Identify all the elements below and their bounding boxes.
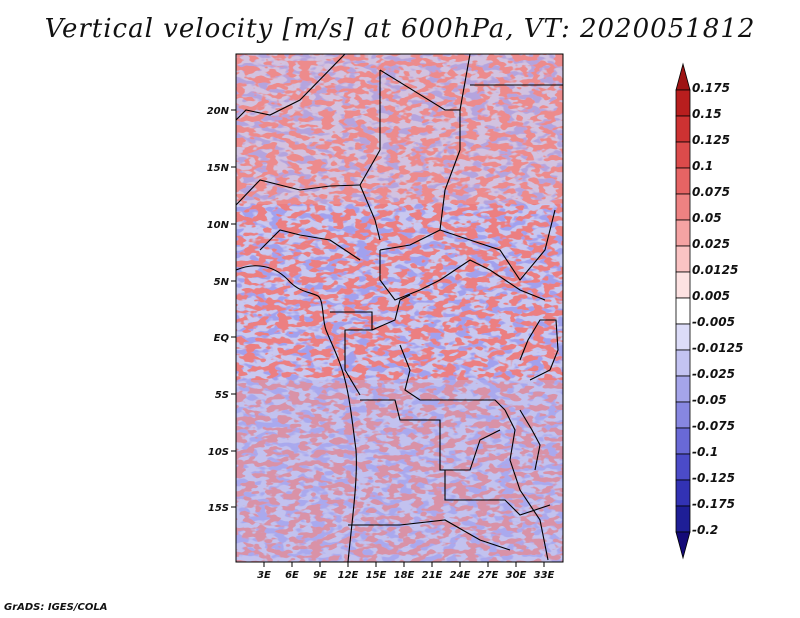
colorbar-bin: [675, 193, 691, 221]
colorbar-label: 0.175: [692, 81, 730, 95]
colorbar-label: 0.075: [692, 185, 730, 199]
colorbar-bin: [675, 297, 691, 325]
colorbar-label: 0.125: [692, 133, 730, 147]
colorbar-bin: [675, 401, 691, 429]
lat-label: 5N: [214, 277, 230, 288]
colorbar-bin: [675, 323, 691, 351]
lon-label: 21E: [422, 570, 443, 581]
colorbar-bin: [675, 89, 691, 117]
chart-title: Vertical velocity [m/s] at 600hPa, VT: 2…: [44, 14, 756, 44]
country-borders: [236, 54, 563, 562]
colorbar-bin: [675, 505, 691, 533]
colorbar-bin: [675, 375, 691, 403]
colorbar-bin: [675, 349, 691, 377]
lat-label: 10S: [208, 447, 229, 458]
colorbar: [675, 62, 691, 560]
lat-label: 5S: [215, 390, 229, 401]
credit-text: GrADS: IGES/COLA: [4, 602, 108, 613]
colorbar-bin: [675, 245, 691, 273]
lon-label: 33E: [534, 570, 555, 581]
lat-label: 15S: [208, 503, 229, 514]
colorbar-label: -0.005: [692, 315, 735, 329]
colorbar-label: 0.1: [692, 159, 713, 173]
lon-label: 24E: [450, 570, 471, 581]
colorbar-bin: [675, 141, 691, 169]
colorbar-label: 0.15: [692, 107, 722, 121]
lon-label: 3E: [257, 570, 271, 581]
lat-label: 10N: [207, 220, 230, 231]
colorbar-label: -0.0125: [692, 341, 743, 355]
colorbar-label: -0.05: [692, 393, 727, 407]
colorbar-label: 0.0125: [692, 263, 738, 277]
colorbar-bin: [675, 219, 691, 247]
lon-label: 6E: [285, 570, 299, 581]
colorbar-top-arrow: [675, 62, 691, 91]
colorbar-label: -0.175: [692, 497, 735, 511]
colorbar-labels: 0.175 0.15 0.125 0.1 0.075 0.05 0.025 0.…: [692, 81, 743, 537]
colorbar-label: -0.2: [692, 523, 718, 537]
colorbar-bin: [675, 479, 691, 507]
lon-label: 30E: [506, 570, 527, 581]
lat-label: EQ: [214, 333, 230, 344]
lon-label: 27E: [478, 570, 499, 581]
colorbar-bin: [675, 115, 691, 143]
lon-label: 18E: [394, 570, 415, 581]
lat-label: 15N: [207, 163, 230, 174]
colorbar-bin: [675, 167, 691, 195]
lat-axis: [231, 109, 236, 508]
colorbar-bottom-arrow: [675, 531, 691, 560]
colorbar-bin: [675, 271, 691, 299]
colorbar-label: -0.125: [692, 471, 735, 485]
lon-axis: [263, 562, 545, 567]
map-frame: [235, 53, 564, 563]
lon-label: 9E: [313, 570, 327, 581]
colorbar-label: -0.075: [692, 419, 735, 433]
lon-label: 12E: [338, 570, 359, 581]
colorbar-label: -0.1: [692, 445, 718, 459]
lon-label: 15E: [366, 570, 387, 581]
colorbar-bin: [675, 427, 691, 455]
colorbar-bin: [675, 453, 691, 481]
colorbar-label: -0.025: [692, 367, 735, 381]
colorbar-label: 0.05: [692, 211, 722, 225]
colorbar-label: 0.005: [692, 289, 730, 303]
lat-label: 20N: [207, 106, 230, 117]
colorbar-label: 0.025: [692, 237, 730, 251]
velocity-field: [236, 54, 563, 562]
